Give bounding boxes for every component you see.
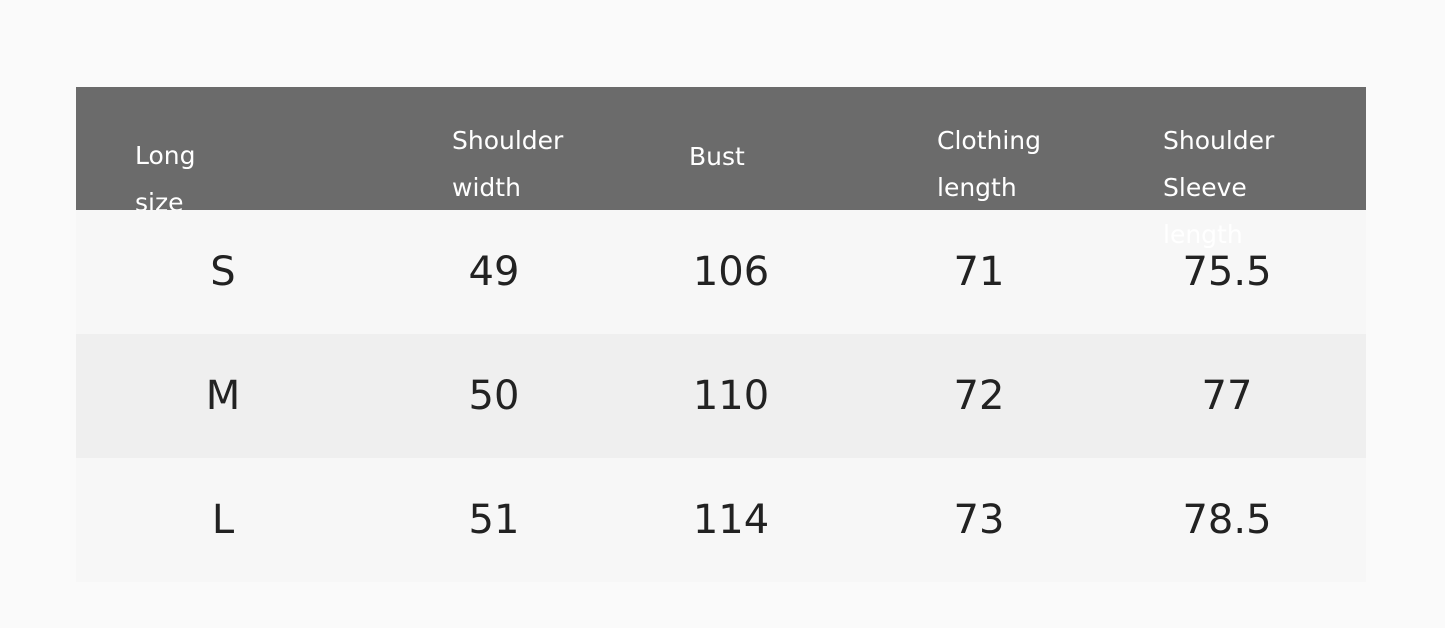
- table-row: M 50 110 72 77: [76, 334, 1366, 458]
- cell-shoulder-width: 49: [468, 249, 520, 295]
- cell-bust: 114: [692, 497, 770, 543]
- cell-shoulder-width: 50: [468, 373, 520, 419]
- table-row: L 51 114 73 78.5: [76, 458, 1366, 582]
- table-header: Long size Shoulder width Bust Clothing l…: [76, 87, 1366, 249]
- header-clothing-length: Clothing length: [937, 126, 1042, 202]
- cell-shoulder-sleeve-length: 77: [1201, 373, 1253, 419]
- header-shoulder-sleeve-length: Shoulder Sleeve length: [1163, 126, 1275, 249]
- cell-size: S: [210, 249, 236, 295]
- header-bust: Bust: [689, 142, 745, 171]
- cell-size: L: [211, 497, 235, 543]
- cell-shoulder-width: 51: [468, 497, 520, 543]
- cell-shoulder-sleeve-length: 75.5: [1182, 249, 1272, 295]
- cell-size: M: [205, 373, 241, 419]
- cell-shoulder-sleeve-length: 78.5: [1182, 497, 1272, 543]
- header-shoulder-width: Shoulder width: [452, 126, 564, 202]
- cell-bust: 106: [692, 249, 770, 295]
- cell-clothing-length: 73: [953, 497, 1005, 543]
- cell-bust: 110: [692, 373, 770, 419]
- cell-clothing-length: 72: [953, 373, 1005, 419]
- table-row: S 49 106 71 75.5: [76, 210, 1366, 334]
- cell-clothing-length: 71: [953, 249, 1005, 295]
